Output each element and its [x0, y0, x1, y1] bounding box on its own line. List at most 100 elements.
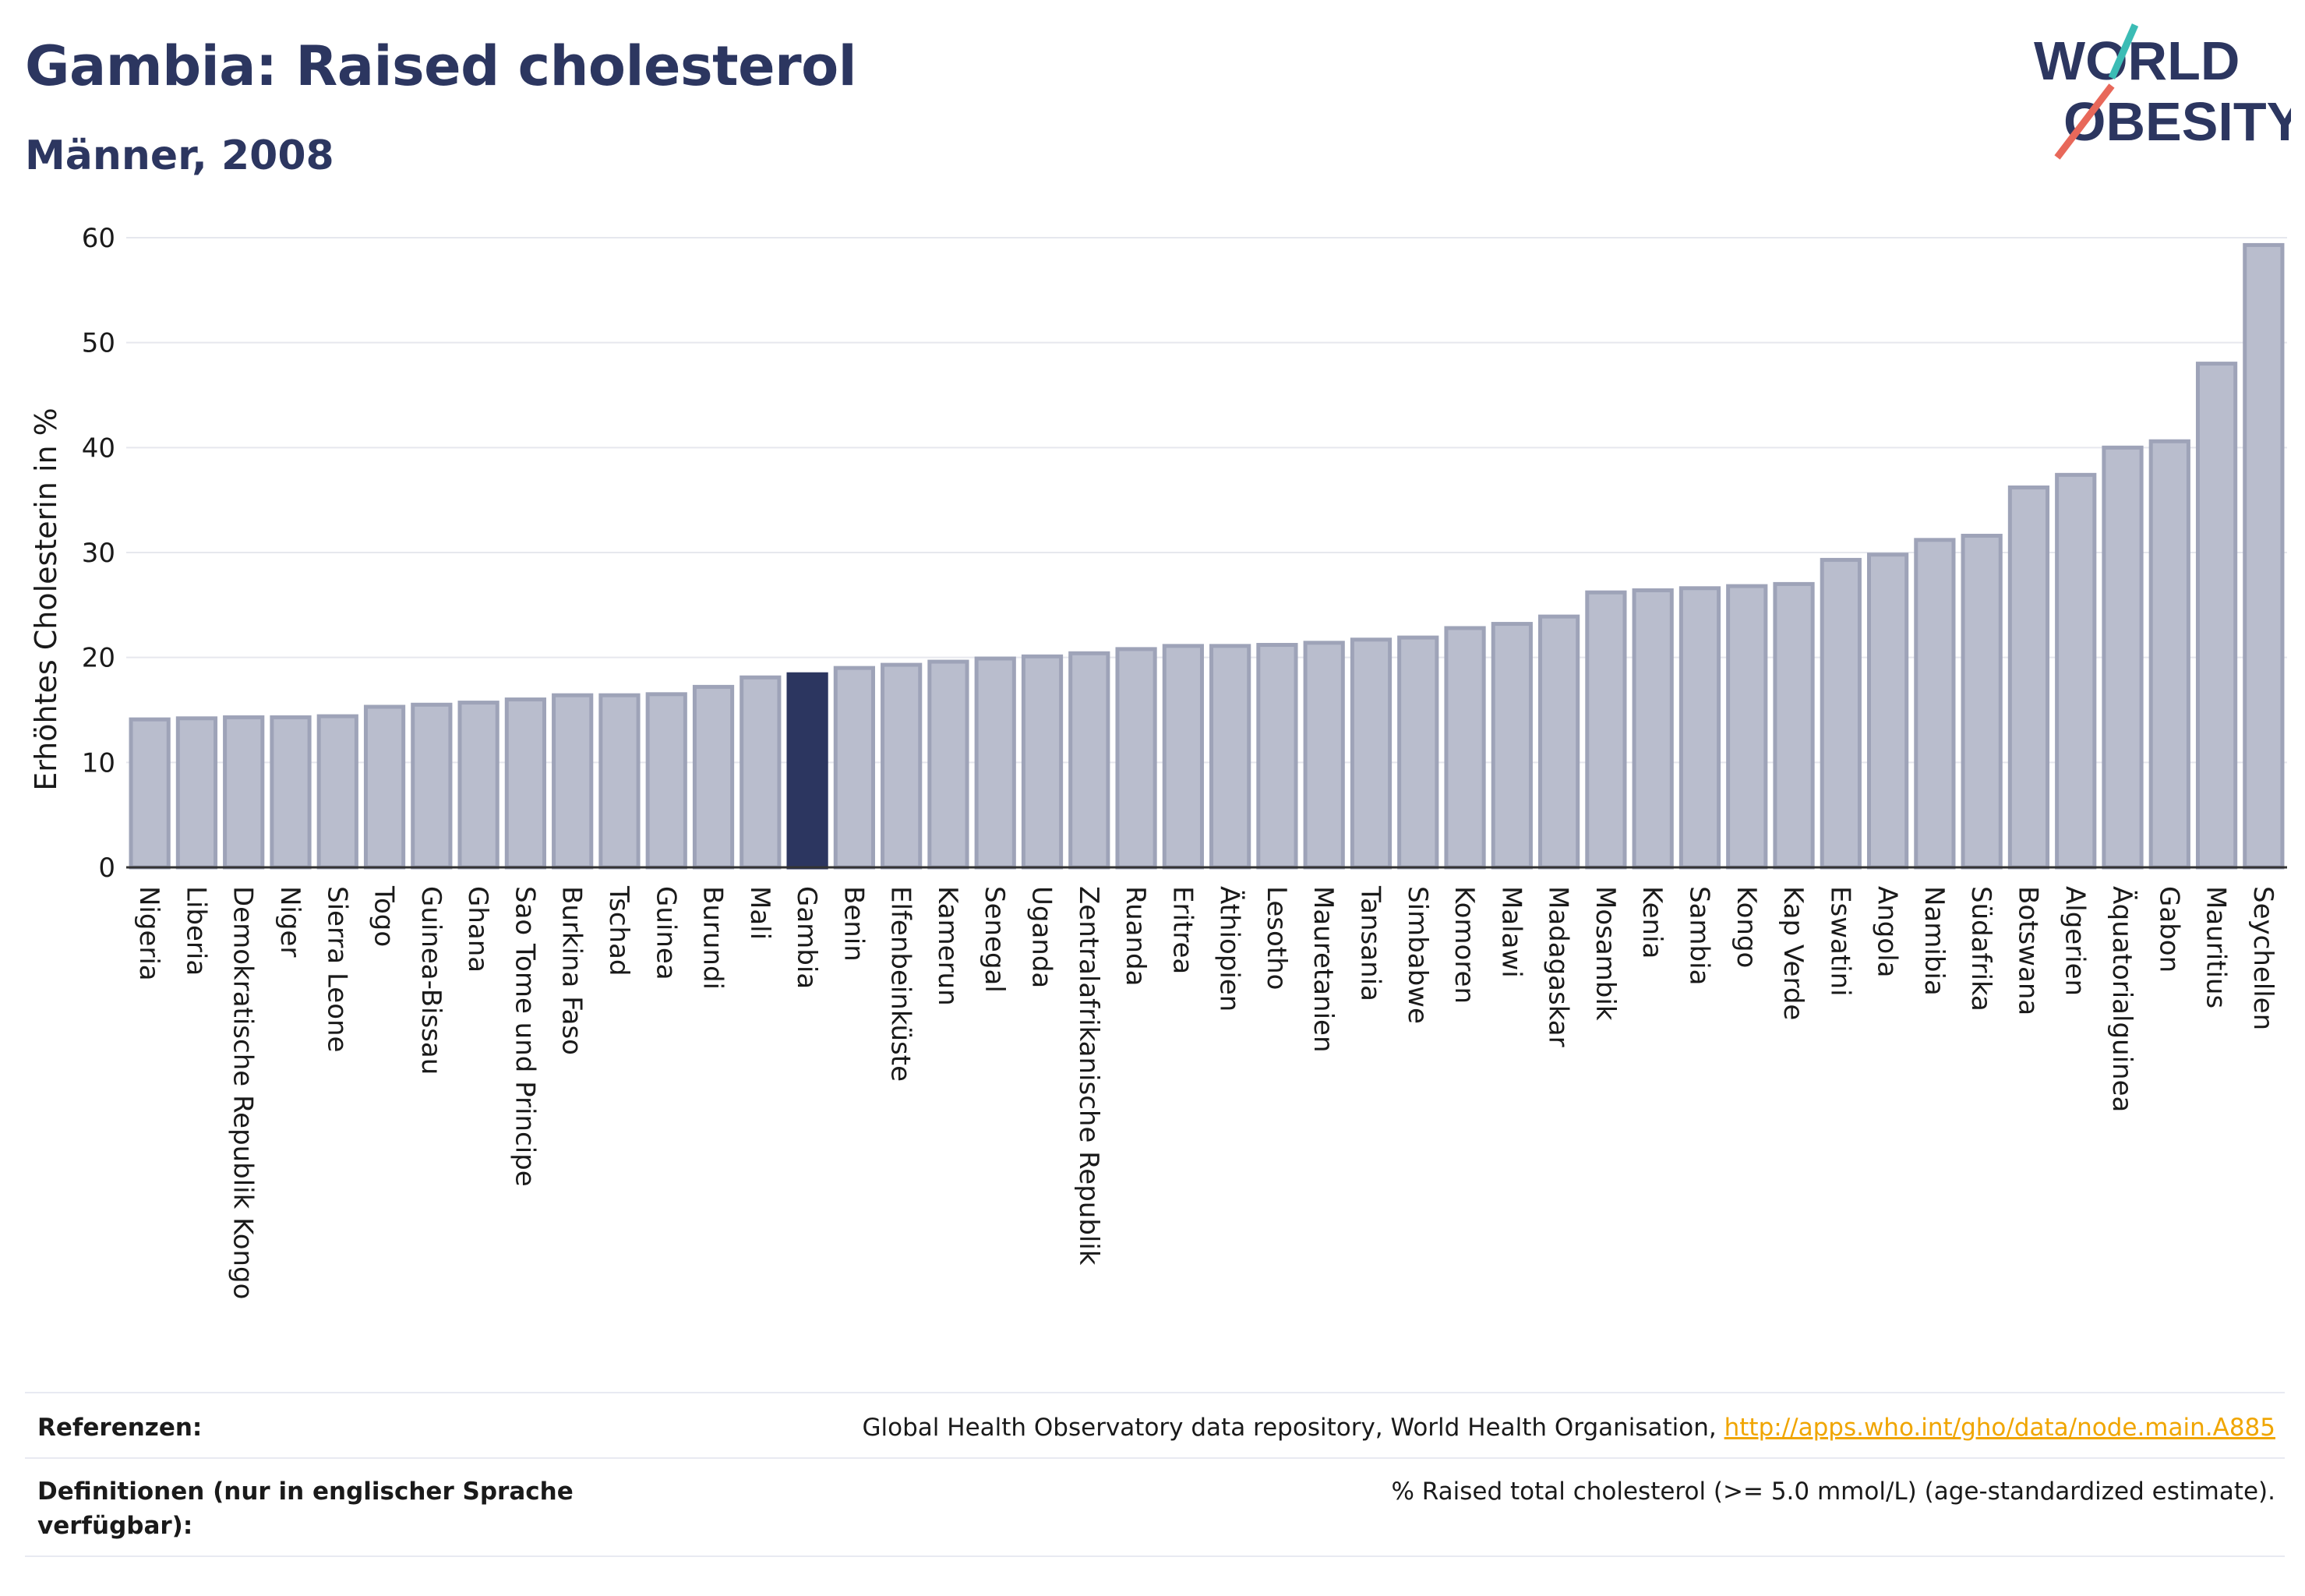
x-tick-label: Sambia	[1683, 886, 1714, 985]
x-tick-label: Ghana	[462, 886, 493, 973]
x-tick-label: Demokratische Republik Kongo	[228, 886, 259, 1299]
world-obesity-logo: WORLD OBESITY	[2034, 23, 2291, 160]
bar	[740, 675, 782, 870]
bar	[927, 659, 969, 870]
x-tick-label: Eritrea	[1167, 886, 1198, 974]
bar	[2195, 362, 2238, 870]
x-axis-ticks: Nigeria Liberia Demokratische Republik Kon…	[133, 885, 2279, 1299]
bar	[1773, 581, 1815, 870]
x-tick-label: Äquatorialguinea	[2106, 886, 2137, 1112]
y-tick-label: 10	[82, 747, 115, 779]
references-text: Global Health Observatory data repositor…	[862, 1414, 1724, 1442]
bar	[1866, 553, 1909, 870]
x-tick-label: Lesotho	[1261, 886, 1292, 990]
y-tick-label: 50	[82, 328, 115, 359]
x-tick-label: Gabon	[2153, 886, 2184, 973]
y-tick-label: 60	[82, 223, 115, 254]
bar	[1726, 584, 1768, 870]
definitions-row: Definitionen (nur in englischer Sprache …	[25, 1465, 2285, 1551]
bar	[1256, 643, 1298, 870]
chart-title: Gambia: Raised cholesterol	[25, 34, 857, 98]
bar	[270, 715, 312, 870]
x-tick-label: Eswatini	[1824, 886, 1855, 997]
x-tick-label: Sao Tome und Principe	[509, 886, 540, 1187]
x-tick-label: Mauritius	[2201, 886, 2232, 1008]
bar	[223, 715, 265, 870]
bar	[2148, 439, 2190, 870]
x-tick-label: Äthiopien	[1214, 886, 1245, 1012]
bar	[316, 714, 358, 870]
footer-divider-bottom	[25, 1555, 2285, 1557]
definitions-value: % Raised total cholesterol (>= 5.0 mmol/…	[1391, 1478, 2275, 1506]
bar	[2007, 486, 2050, 870]
x-tick-label: Komoren	[1449, 886, 1480, 1004]
bar	[1678, 586, 1721, 870]
bar	[1068, 651, 1110, 870]
x-tick-label: Senegal	[979, 886, 1010, 993]
x-tick-label: Zentralafrikanische Republik	[1073, 886, 1104, 1266]
x-tick-label: Kamerun	[932, 886, 963, 1006]
references-link[interactable]: http://apps.who.int/gho/data/node.main.A…	[1724, 1414, 2275, 1442]
x-tick-label: Mauretanien	[1308, 886, 1339, 1053]
x-tick-label: Guinea	[650, 886, 681, 980]
x-tick-label: Ruanda	[1120, 886, 1151, 986]
x-tick-label: Nigeria	[133, 886, 164, 981]
x-tick-label: Malawi	[1495, 886, 1527, 978]
bar	[881, 662, 923, 870]
logo-slash-teal	[2108, 23, 2139, 79]
x-tick-label: Simbabwe	[1402, 886, 1433, 1024]
bar	[2243, 242, 2285, 870]
bar	[1961, 533, 2003, 870]
bar	[457, 701, 499, 870]
bar	[833, 666, 875, 870]
x-tick-label: Tansania	[1354, 885, 1385, 1001]
bar	[692, 684, 735, 870]
references-value: Global Health Observatory data repositor…	[863, 1411, 2275, 1445]
bar	[363, 704, 406, 870]
x-tick-label: Guinea-Bissau	[415, 886, 447, 1075]
bar	[1914, 538, 1956, 870]
references-label: Referenzen:	[37, 1414, 203, 1442]
x-tick-label: Kap Verde	[1777, 886, 1809, 1020]
x-tick-label: Madagaskar	[1543, 886, 1574, 1047]
bar	[2102, 445, 2144, 870]
logo-text-world: WORLD	[2034, 30, 2240, 91]
references-row: Referenzen: Global Health Observatory da…	[25, 1401, 2285, 1456]
bar	[1491, 622, 1533, 870]
x-tick-label: Togo	[369, 885, 400, 947]
x-tick-label: Gambia	[791, 886, 822, 989]
bar	[598, 693, 641, 870]
bar	[1538, 614, 1580, 870]
x-tick-label: Liberia	[180, 886, 211, 976]
footer-divider-middle	[25, 1457, 2285, 1459]
x-tick-label: Uganda	[1026, 886, 1057, 988]
bar	[1444, 626, 1486, 870]
x-tick-label: Angola	[1872, 886, 1903, 977]
x-tick-label: Sierra Leone	[321, 886, 352, 1052]
x-tick-label: Botswana	[2012, 886, 2043, 1015]
bar	[1397, 635, 1439, 870]
x-tick-label: Mali	[744, 886, 775, 940]
x-tick-label: Namibia	[1918, 886, 1950, 996]
bar	[1585, 590, 1627, 870]
y-axis-label: Erhöhtes Cholesterin in %	[29, 408, 63, 791]
logo-slash-coral	[2054, 83, 2115, 160]
x-tick-label: Elfenbeinküste	[885, 886, 916, 1082]
bar	[645, 692, 687, 870]
x-tick-label: Mosambik	[1590, 886, 1621, 1021]
bar	[1021, 654, 1064, 870]
definitions-label: Definitionen (nur in englischer Sprache …	[37, 1478, 574, 1540]
bar	[504, 697, 547, 870]
x-tick-label: Tschad	[603, 885, 634, 976]
x-tick-label: Seychellen	[2247, 886, 2279, 1030]
bar	[1632, 588, 1674, 870]
bar-highlighted	[786, 672, 828, 870]
bars	[129, 242, 2285, 870]
bar	[1820, 557, 1862, 870]
bar	[1303, 641, 1345, 870]
footer-divider-top	[25, 1392, 2285, 1393]
x-tick-label: Benin	[838, 886, 869, 962]
x-tick-label: Südafrika	[1965, 886, 1996, 1012]
bar	[411, 702, 453, 870]
bar	[2055, 472, 2097, 870]
